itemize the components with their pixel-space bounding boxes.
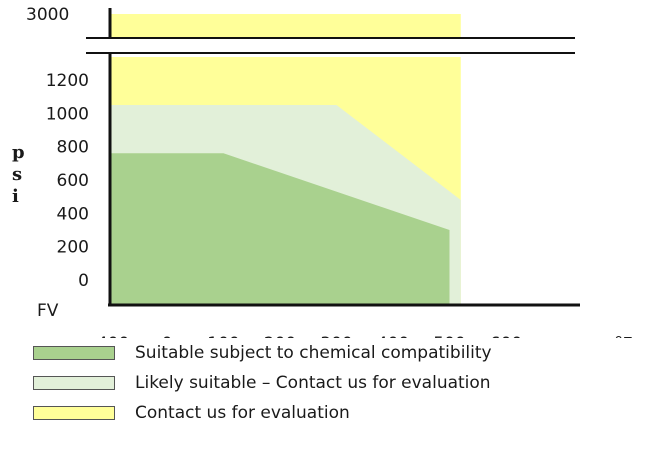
- x-tick-label: 400: [377, 334, 409, 338]
- chart: 0 200 400 600 800 1000 1200 -400 0 100 200 300 400 5…: [12, 5, 633, 338]
- legend: Suitable subject to chemical compatibili…: [33, 338, 492, 428]
- legend-swatch: [33, 406, 115, 420]
- x-unit-letter: F: [622, 334, 632, 338]
- y-axis-label-letter: i: [12, 186, 19, 207]
- y-tick-label: 0: [78, 271, 89, 291]
- legend-label: Likely suitable – Contact us for evaluat…: [135, 373, 491, 393]
- x-unit-label: oF: [615, 332, 633, 338]
- y-axis-label-letter: s: [12, 164, 22, 185]
- y-break-tick-label: 3000: [26, 5, 69, 25]
- area-series-3: [110, 153, 450, 305]
- x-tick-labels: -400 0 100 200 300 400 500 600: [91, 334, 523, 338]
- y-bottom-tick-label: FV: [37, 301, 59, 321]
- x-tick-label: 200: [264, 334, 296, 338]
- axes: [86, 8, 580, 307]
- upper-band: [110, 14, 461, 38]
- y-tick-labels: 0 200 400 600 800 1000 1200: [46, 71, 89, 291]
- legend-swatch: [33, 346, 115, 360]
- x-unit-degree: o: [615, 332, 622, 338]
- x-tick-label: 300: [320, 334, 352, 338]
- x-tick-label: -400: [91, 334, 130, 338]
- y-tick-label: 1200: [46, 71, 89, 91]
- x-tick-label: 500: [433, 334, 465, 338]
- x-tick-label: 0: [162, 334, 173, 338]
- y-tick-label: 800: [57, 138, 89, 158]
- y-tick-label: 600: [57, 171, 89, 191]
- legend-swatch: [33, 376, 115, 390]
- y-tick-label: 1000: [46, 104, 89, 124]
- legend-item: Suitable subject to chemical compatibili…: [33, 338, 492, 368]
- x-tick-label: 600: [490, 334, 522, 338]
- legend-item: Likely suitable – Contact us for evaluat…: [33, 368, 492, 398]
- legend-item: Contact us for evaluation: [33, 398, 492, 428]
- x-tick-label: 100: [207, 334, 239, 338]
- upper-band-series-1: [110, 14, 461, 38]
- y-tick-label: 200: [57, 238, 89, 258]
- y-axis-label-letter: p: [12, 142, 25, 163]
- y-tick-label: 400: [57, 204, 89, 224]
- legend-label: Suitable subject to chemical compatibili…: [135, 343, 492, 363]
- legend-label: Contact us for evaluation: [135, 403, 350, 423]
- areas: [110, 57, 461, 305]
